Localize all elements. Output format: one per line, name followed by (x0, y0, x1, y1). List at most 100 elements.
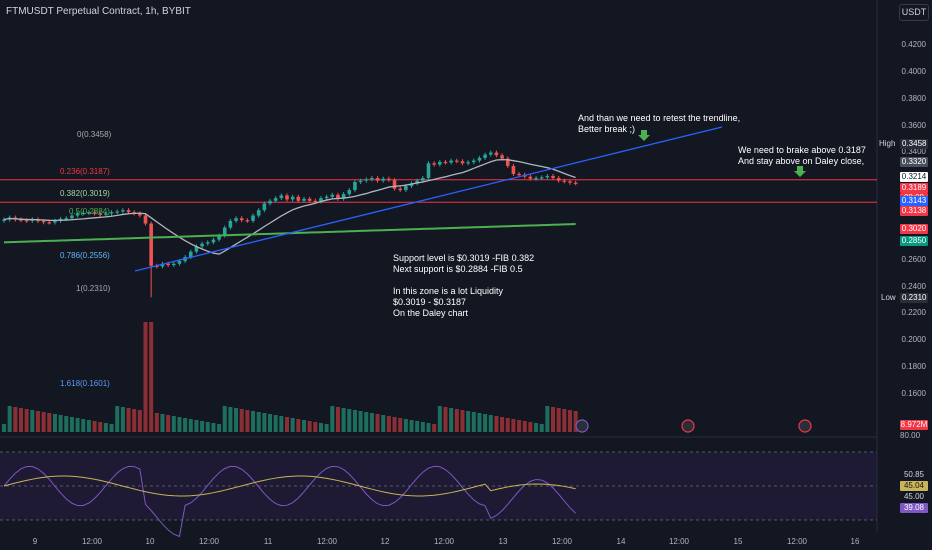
price-badge: 0.3138 (900, 206, 928, 216)
candle-body (47, 222, 52, 224)
candle-body (364, 179, 369, 181)
candle-body (104, 213, 108, 215)
currency-button[interactable]: USDT (899, 4, 929, 21)
candle-body (500, 155, 504, 159)
volume-bar (268, 414, 273, 432)
candle-body (426, 163, 431, 178)
volume-bar (285, 417, 289, 432)
candle-body (517, 173, 521, 176)
candle-body (279, 195, 284, 199)
volume-bar (568, 410, 572, 432)
volume-bar (132, 409, 137, 432)
price-tick: 0.4000 (901, 67, 926, 76)
rsi-level: 45.00 (903, 492, 925, 501)
volume-bar (335, 407, 340, 432)
volume-bar (290, 418, 295, 432)
candle-body (330, 194, 335, 197)
volume-bar (364, 412, 369, 432)
candle-body (466, 162, 470, 164)
volume-bar (81, 419, 86, 432)
rsi-tick: 80.00 (900, 431, 921, 440)
volume-bar (256, 412, 261, 432)
volume-bar (177, 417, 182, 432)
price-badge: 0.3320 (900, 157, 928, 167)
candle-body (438, 161, 442, 165)
time-tick: 16 (850, 537, 860, 546)
volume-bar (126, 408, 131, 432)
volume-bar (551, 407, 556, 432)
candle-body (53, 220, 57, 223)
volume-bar (92, 421, 97, 432)
candle-body (528, 176, 533, 179)
candle-body (341, 194, 346, 199)
rsi-value: 50.85 (903, 470, 925, 479)
volume-bar (313, 422, 318, 432)
event-icon (798, 419, 812, 433)
candle-body (64, 218, 69, 220)
candle-body (24, 220, 29, 222)
candle-body (2, 219, 6, 221)
high-value: 0.3458 (900, 139, 929, 149)
annotation-line: Support level is $0.3019 -FIB 0.382 (393, 253, 535, 263)
low-label: Low (881, 293, 896, 302)
price-tick: 0.2400 (901, 282, 926, 291)
volume-bar (471, 412, 476, 432)
candle-body (143, 215, 148, 224)
volume-bar (409, 420, 414, 432)
event-icon (681, 419, 695, 433)
price-tick: 0.1600 (901, 389, 926, 398)
candle-body (573, 182, 578, 184)
candle-body (211, 239, 216, 243)
candle-body (138, 213, 142, 216)
volume-bar (58, 415, 63, 432)
candle-body (188, 251, 193, 258)
candle-body (245, 220, 250, 222)
candle-body (172, 263, 176, 266)
candle-body (92, 212, 97, 214)
candle-body (562, 180, 567, 182)
volume-bar (449, 408, 454, 432)
high-label: High (879, 139, 896, 148)
price-tick: 0.1800 (901, 362, 926, 371)
volume-bar (171, 416, 176, 432)
volume-bar (477, 413, 482, 432)
arrow-down-icon (638, 130, 650, 141)
candle-body (239, 218, 244, 221)
annotation-line: And than we need to retest the trendline… (578, 113, 741, 123)
candle-body (381, 178, 386, 181)
volume-bar (369, 413, 374, 432)
candle-body (307, 198, 312, 201)
candle-body (290, 196, 295, 200)
annotation-retest: And than we need to retest the trendline… (578, 113, 740, 135)
candle-body (409, 183, 414, 187)
candle-body (115, 211, 119, 213)
fib-label-0382: 0.382(0.3019) (60, 189, 110, 198)
candle-body (404, 186, 408, 191)
volume-bar (251, 411, 256, 432)
volume-bar (143, 322, 148, 432)
annotation-line: And stay above on Daley close, (738, 156, 865, 166)
candle-body (449, 160, 453, 163)
annotation-line: In this zone is a lot Liquidity (393, 286, 504, 296)
event-icon (575, 419, 589, 433)
chart-title: FTMUSDT Perpetual Contract, 1h, BYBIT (6, 6, 191, 17)
volume-bar (437, 406, 442, 432)
time-tick: 12:00 (433, 537, 455, 546)
candle-body (166, 263, 170, 266)
volume-bar (562, 409, 567, 432)
volume-bar (228, 407, 233, 432)
candle-body (302, 198, 306, 201)
candle-body (81, 212, 86, 215)
annotation-line (393, 275, 534, 286)
candle-body (285, 195, 289, 200)
candle-body (483, 154, 487, 158)
volume-bar (211, 423, 216, 432)
time-tick: 12:00 (668, 537, 690, 546)
volume-bar (18, 408, 23, 432)
volume-bar (183, 418, 188, 432)
price-tick: 0.2600 (901, 255, 926, 264)
low-value: 0.2310 (900, 293, 929, 303)
volume-bar (239, 409, 244, 432)
annotation-line: We need to brake above 0.3187 (738, 145, 866, 155)
